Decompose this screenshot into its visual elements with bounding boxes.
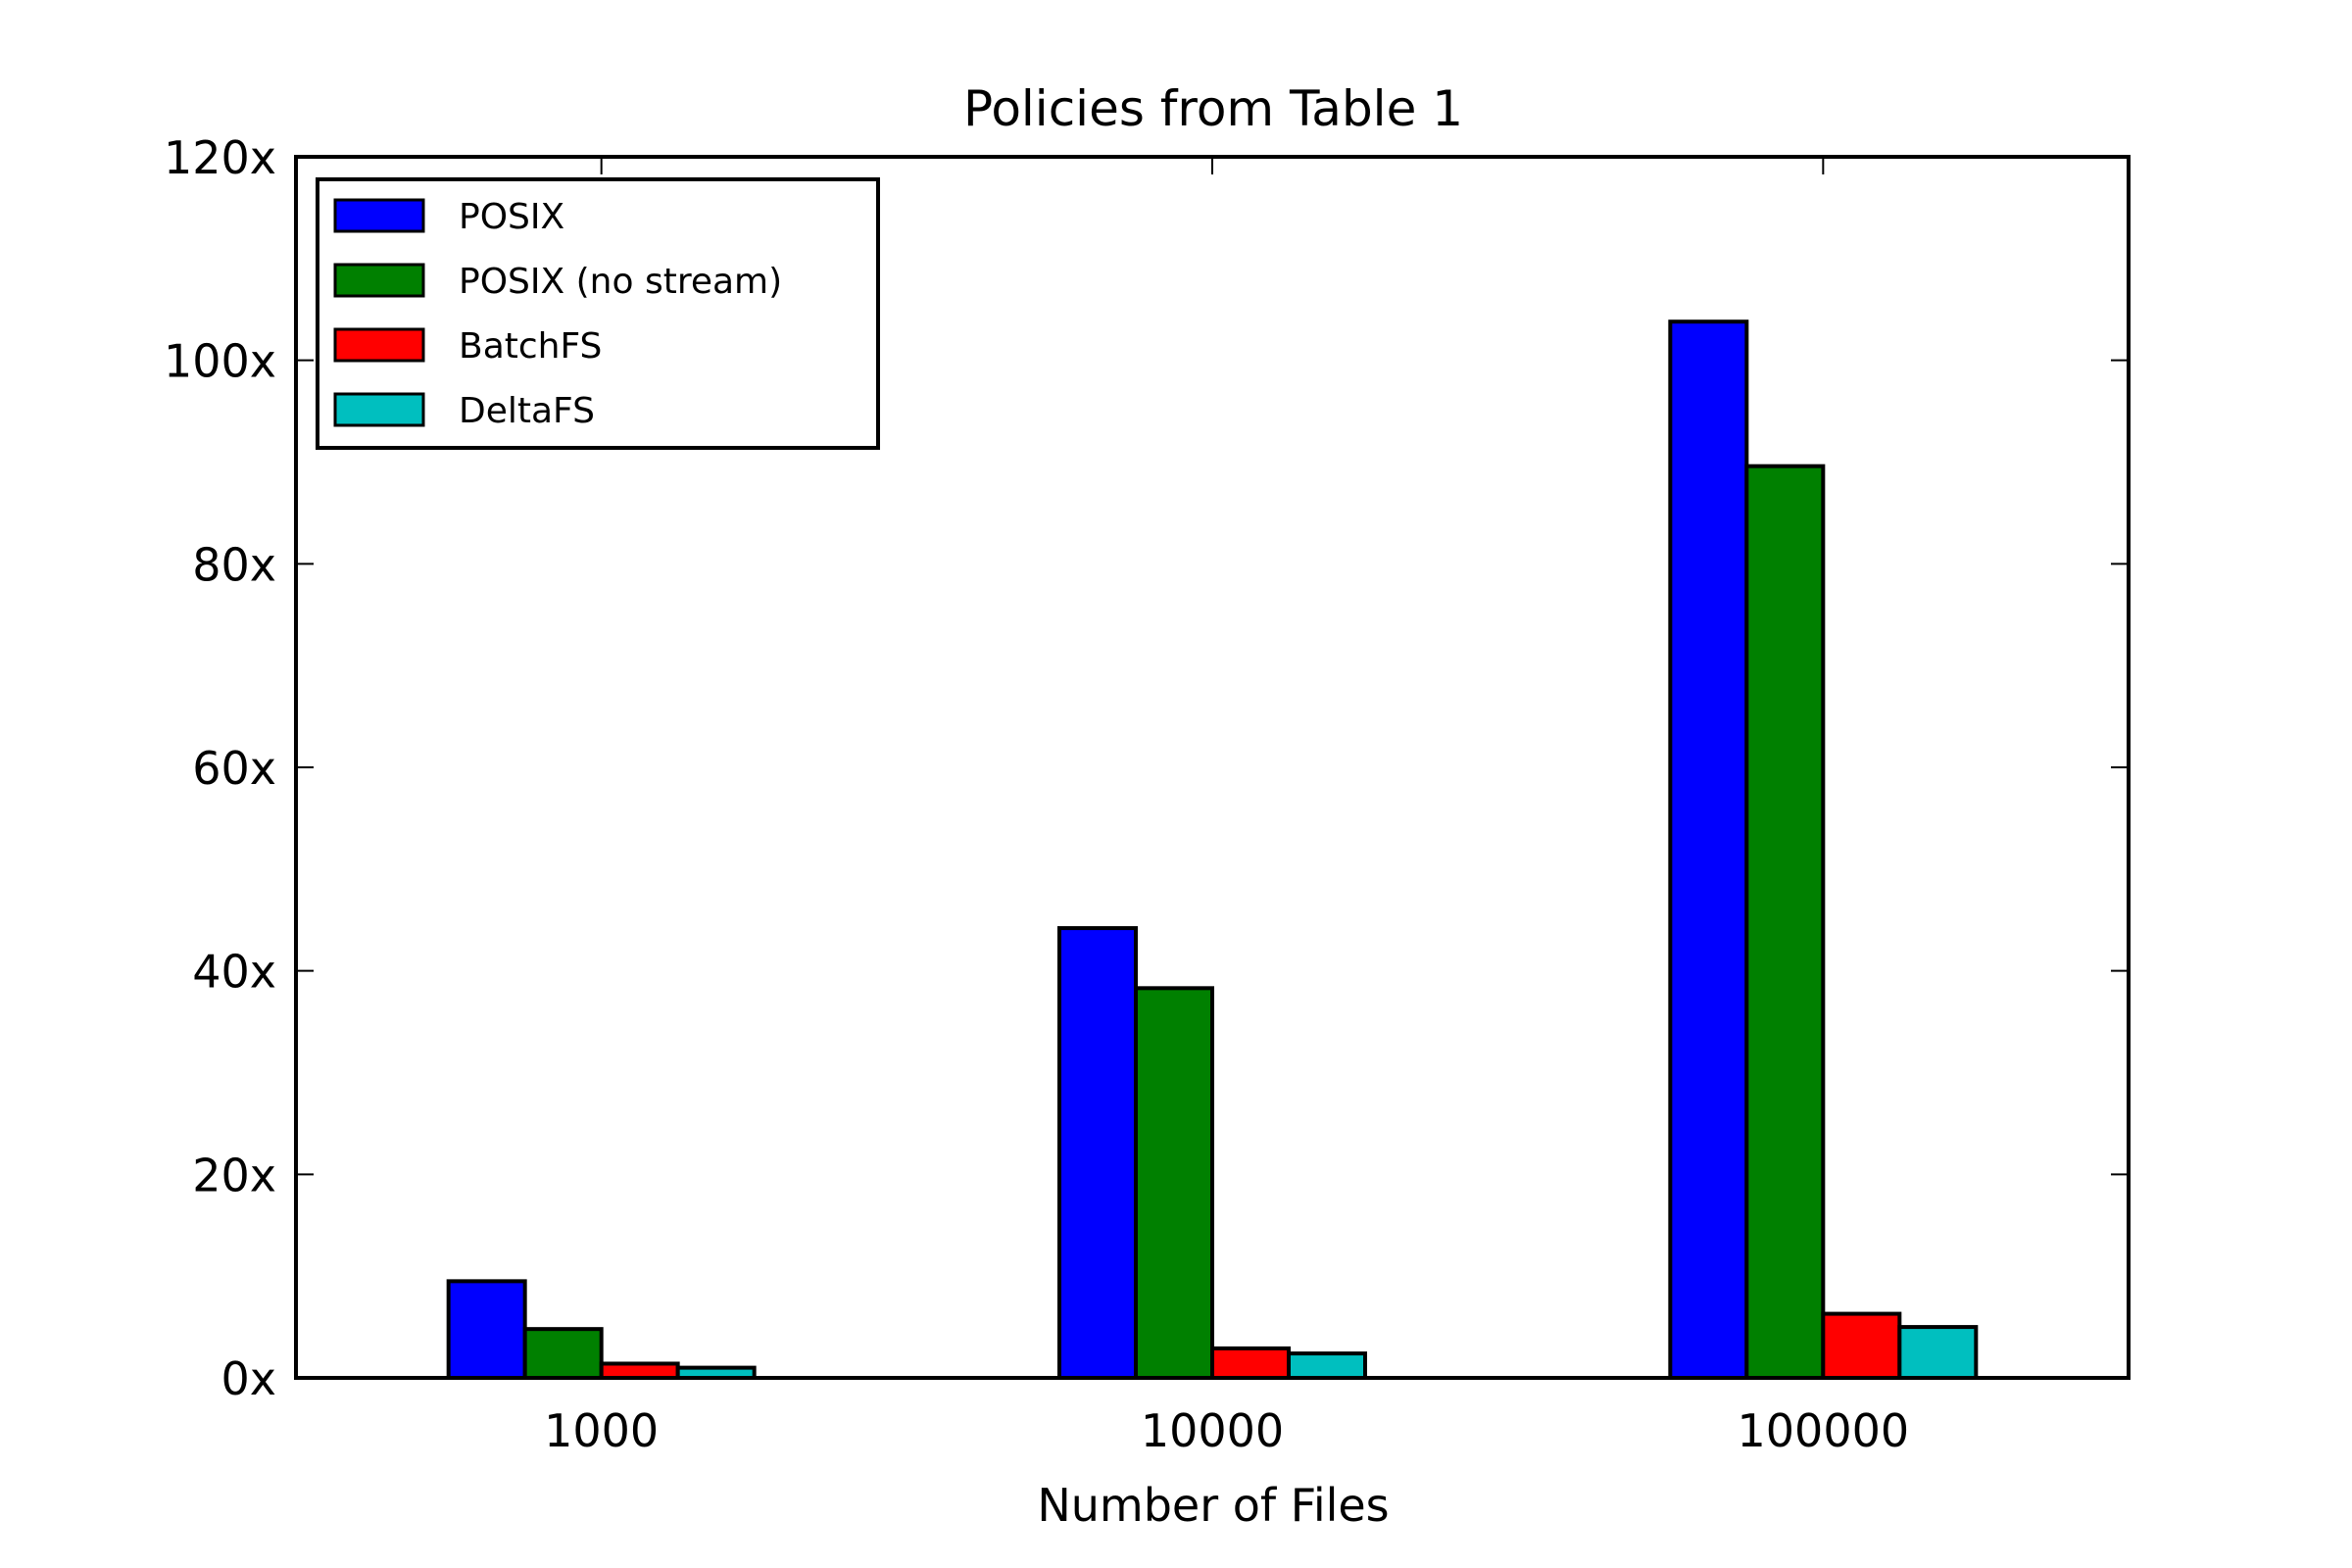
y-tick-label: 20x bbox=[192, 1149, 276, 1201]
bars-group bbox=[446, 319, 1979, 1381]
bar-posix-100000 bbox=[1668, 319, 1749, 1381]
chart-title: Policies from Table 1 bbox=[963, 80, 1463, 137]
y-tick-label: 0x bbox=[221, 1352, 277, 1405]
y-tick-label: 60x bbox=[192, 742, 276, 795]
bar-posix-10000 bbox=[1057, 926, 1138, 1380]
y-tick-label: 80x bbox=[192, 538, 276, 591]
legend-label: DeltaFS bbox=[459, 391, 595, 431]
legend: POSIX POSIX (no stream) BatchFS DeltaFS bbox=[316, 177, 880, 450]
bar-batchfs-100000 bbox=[1821, 1311, 1902, 1380]
x-tick-label: 10000 bbox=[1141, 1404, 1284, 1457]
bar-posix-no-stream-10000 bbox=[1134, 986, 1214, 1381]
x-tick-label: 100000 bbox=[1738, 1404, 1910, 1457]
legend-label: POSIX (no stream) bbox=[459, 262, 782, 302]
x-axis: 1000 10000 100000 bbox=[544, 157, 1909, 1457]
bar-batchfs-10000 bbox=[1210, 1346, 1291, 1380]
legend-swatch bbox=[333, 392, 425, 427]
bar-deltafs-10000 bbox=[1287, 1351, 1367, 1380]
legend-swatch bbox=[333, 327, 425, 363]
bar-deltafs-100000 bbox=[1897, 1325, 1979, 1381]
y-axis: 0x 20x 40x 60x 80x 100x 120x bbox=[164, 131, 2129, 1405]
bar-posix-1000 bbox=[446, 1279, 527, 1380]
y-tick-label: 120x bbox=[164, 131, 276, 184]
legend-swatch bbox=[333, 263, 425, 298]
bar-posix-no-stream-1000 bbox=[522, 1327, 604, 1381]
x-axis-label: Number of Files bbox=[1037, 1479, 1389, 1532]
bar-posix-no-stream-100000 bbox=[1744, 464, 1826, 1380]
bar-batchfs-1000 bbox=[599, 1361, 680, 1381]
y-tick-label: 40x bbox=[192, 946, 276, 999]
legend-label: POSIX bbox=[459, 197, 564, 237]
y-tick-label: 100x bbox=[164, 335, 276, 388]
legend-swatch bbox=[333, 198, 425, 233]
x-tick-label: 1000 bbox=[544, 1404, 659, 1457]
legend-label: BatchFS bbox=[459, 326, 602, 367]
